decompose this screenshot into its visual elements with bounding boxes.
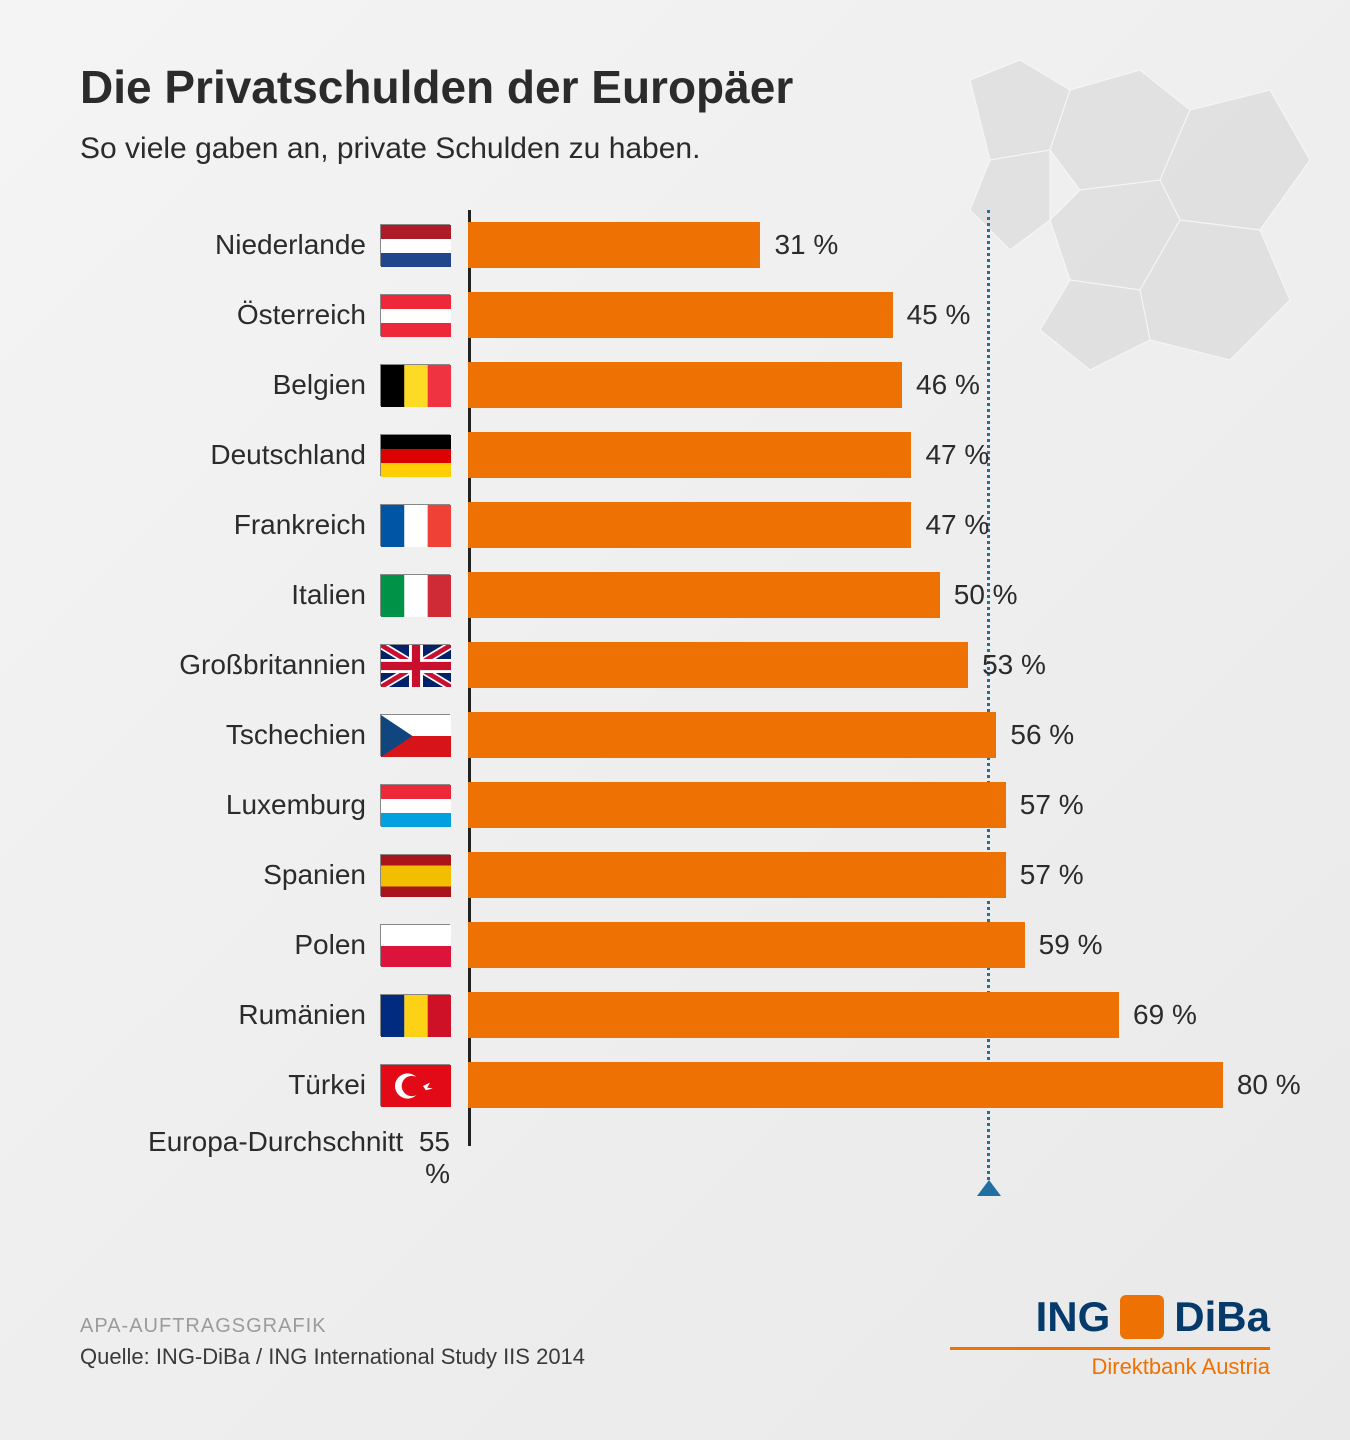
flag-icon [380,994,450,1036]
country-label: Großbritannien [120,649,380,681]
flag-icon [380,784,450,826]
country-label: Rumänien [120,999,380,1031]
table-row: Luxemburg 57 % [120,770,1270,840]
bar-track: 59 % [468,922,1270,968]
flag-icon [380,714,450,756]
country-label: Türkei [120,1069,380,1101]
bar-value: 53 % [968,649,1046,681]
bar [468,712,996,758]
bar [468,222,760,268]
bar-track: 69 % [468,992,1270,1038]
footer: APA-AUFTRAGSGRAFIK Quelle: ING-DiBa / IN… [80,1315,585,1370]
table-row: Polen 59 % [120,910,1270,980]
table-row: Spanien 57 % [120,840,1270,910]
bar [468,782,1006,828]
bar-value: 50 % [940,579,1018,611]
table-row: Niederlande 31 % [120,210,1270,280]
bar [468,502,911,548]
brand-logo: ING DiBa Direktbank Austria [950,1293,1270,1380]
flag-icon [380,924,450,966]
country-label: Frankreich [120,509,380,541]
bar-track: 47 % [468,432,1270,478]
table-row: Großbritannien 53 % [120,630,1270,700]
table-row: Türkei 80 % [120,1050,1270,1120]
country-label: Polen [120,929,380,961]
country-label: Italien [120,579,380,611]
bar [468,362,902,408]
bar-track: 57 % [468,852,1270,898]
bar-track: 47 % [468,502,1270,548]
bar-value: 56 % [996,719,1074,751]
country-label: Luxemburg [120,789,380,821]
flag-icon [380,224,450,266]
flag-icon [380,1064,450,1106]
bar [468,1062,1223,1108]
table-row: Belgien 46 % [120,350,1270,420]
bar [468,992,1119,1038]
average-marker-icon [977,1180,1001,1196]
bar [468,852,1006,898]
table-row: Italien 50 % [120,560,1270,630]
bar-value: 59 % [1025,929,1103,961]
table-row: Frankreich 47 % [120,490,1270,560]
bar-value: 80 % [1223,1069,1301,1101]
bar-value: 45 % [893,299,971,331]
flag-icon [380,504,450,546]
source-credit: Quelle: ING-DiBa / ING International Stu… [80,1344,585,1370]
bar-chart: Niederlande 31 % Österreich 45 % Belgien… [120,210,1270,1186]
bar-value: 31 % [760,229,838,261]
table-row: Tschechien 56 % [120,700,1270,770]
flag-icon [380,574,450,616]
bar-value: 69 % [1119,999,1197,1031]
average-label: Europa-Durchschnitt 55 % [148,1126,450,1189]
country-label: Belgien [120,369,380,401]
brand-tagline: Direktbank Austria [950,1354,1270,1380]
bar-track: 56 % [468,712,1270,758]
bar [468,642,968,688]
bar [468,922,1025,968]
apa-credit: APA-AUFTRAGSGRAFIK [80,1315,585,1338]
bar-track: 80 % [468,1062,1270,1108]
chart-subtitle: So viele gaben an, private Schulden zu h… [80,132,1270,166]
bar [468,572,940,618]
table-row: Rumänien 69 % [120,980,1270,1050]
country-label: Tschechien [120,719,380,751]
country-label: Deutschland [120,439,380,471]
bar-track: 46 % [468,362,1270,408]
country-label: Österreich [120,299,380,331]
bar-value: 57 % [1006,789,1084,821]
lion-icon [1120,1295,1164,1339]
flag-icon [380,364,450,406]
flag-icon [380,644,450,686]
bar [468,432,911,478]
bar-value: 46 % [902,369,980,401]
bar-track: 50 % [468,572,1270,618]
bar-track: 45 % [468,292,1270,338]
average-line [987,210,990,1192]
table-row: Österreich 45 % [120,280,1270,350]
flag-icon [380,854,450,896]
country-label: Niederlande [120,229,380,261]
bar-value: 47 % [911,439,989,471]
bar-track: 53 % [468,642,1270,688]
bar-value: 47 % [911,509,989,541]
country-label: Spanien [120,859,380,891]
bar-track: 31 % [468,222,1270,268]
chart-title: Die Privatschulden der Europäer [80,60,1270,114]
table-row: Deutschland 47 % [120,420,1270,490]
bar [468,292,893,338]
bar-track: 57 % [468,782,1270,828]
flag-icon [380,434,450,476]
flag-icon [380,294,450,336]
bar-value: 57 % [1006,859,1084,891]
